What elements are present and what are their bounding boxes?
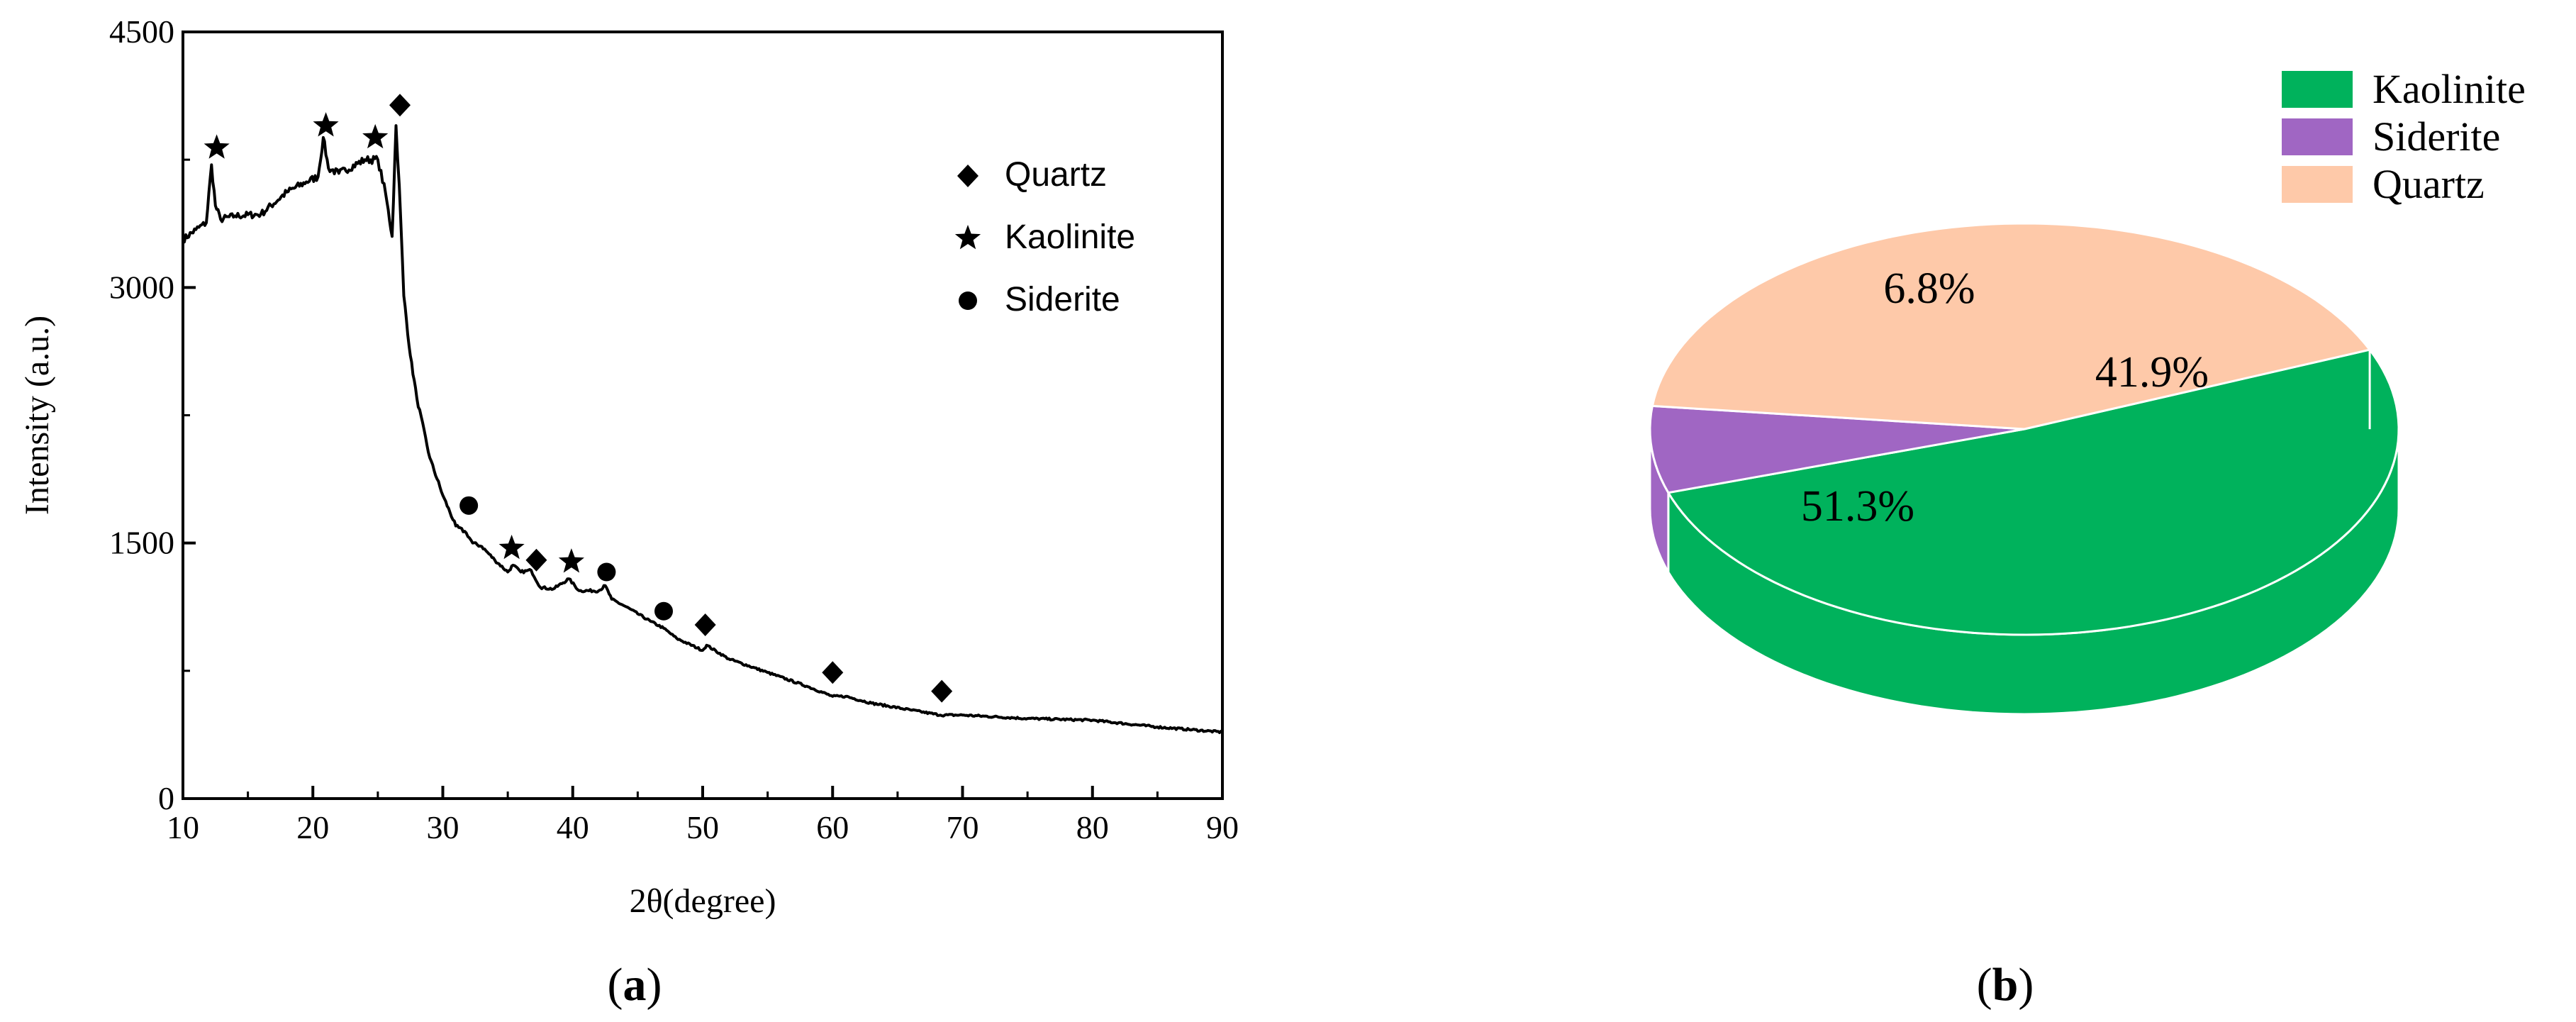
x-tick-label: 30 (427, 809, 459, 845)
legend-swatch-kaolinite (2282, 71, 2353, 108)
peak-marker-circle (654, 601, 674, 621)
y-tick-label: 3000 (109, 269, 174, 305)
pie-slice-quartz (1651, 222, 2371, 431)
panel-label-a: (a) (608, 959, 662, 1011)
legend-label-quartz: Quartz (2373, 161, 2485, 207)
x-tick-label: 80 (1076, 809, 1109, 845)
peak-marker-diamond (525, 548, 547, 572)
peak-marker-diamond (694, 613, 716, 636)
legend-label-siderite: Siderite (2373, 113, 2500, 160)
legend-label: Siderite (1005, 281, 1120, 318)
peak-marker-circle (597, 562, 616, 582)
peak-marker-star (558, 548, 584, 573)
x-tick-label: 60 (816, 809, 849, 845)
panel-label-b: (b) (1977, 959, 2034, 1011)
y-tick-label: 1500 (109, 525, 174, 561)
peak-marker-diamond (389, 94, 411, 117)
peak-marker-diamond (931, 679, 953, 703)
x-tick-label: 50 (686, 809, 719, 845)
y-tick-label: 0 (158, 780, 174, 816)
peak-marker-star (313, 112, 339, 137)
peak-marker-star (203, 134, 230, 159)
legend-symbol-circle (959, 291, 977, 310)
peak-marker-diamond (822, 661, 844, 684)
y-axis-title: Intensity (a.u.) (18, 316, 56, 515)
x-axis-title: 2θ(degree) (630, 882, 776, 920)
legend-swatch-quartz (2282, 166, 2353, 203)
peak-marker-circle (459, 496, 479, 515)
x-tick-label: 20 (296, 809, 329, 845)
x-tick-label: 10 (167, 809, 199, 845)
peak-marker-star (362, 123, 389, 149)
slice-label-siderite: 6.8% (1883, 265, 1975, 313)
x-tick-label: 90 (1206, 809, 1239, 845)
legend-symbol-diamond (957, 165, 978, 187)
peak-marker-star (498, 534, 525, 560)
x-tick-label: 40 (557, 809, 589, 845)
legend-label-kaolinite: Kaolinite (2373, 66, 2526, 112)
xrd-pattern-line (182, 124, 1224, 734)
slice-label-quartz: 41.9% (2095, 348, 2209, 396)
xrd-chart-panel: 10 20 30 40 50 60 70 80 90 0 1500 3000 4500 2θ(degree… (18, 13, 1239, 920)
pie-slice-kaolinite (1667, 348, 2400, 636)
legend-swatch-siderite (2282, 118, 2353, 155)
slice-label-kaolinite: 51.3% (1801, 482, 1914, 531)
pie-slice-siderite (1649, 404, 2026, 494)
y-tick-label: 4500 (109, 13, 174, 50)
legend-label: Quartz (1005, 156, 1107, 194)
x-tick-label: 70 (947, 809, 979, 845)
legend-symbol-star (954, 225, 981, 250)
plot-frame (182, 30, 1224, 800)
legend-label: Kaolinite (1005, 218, 1135, 256)
